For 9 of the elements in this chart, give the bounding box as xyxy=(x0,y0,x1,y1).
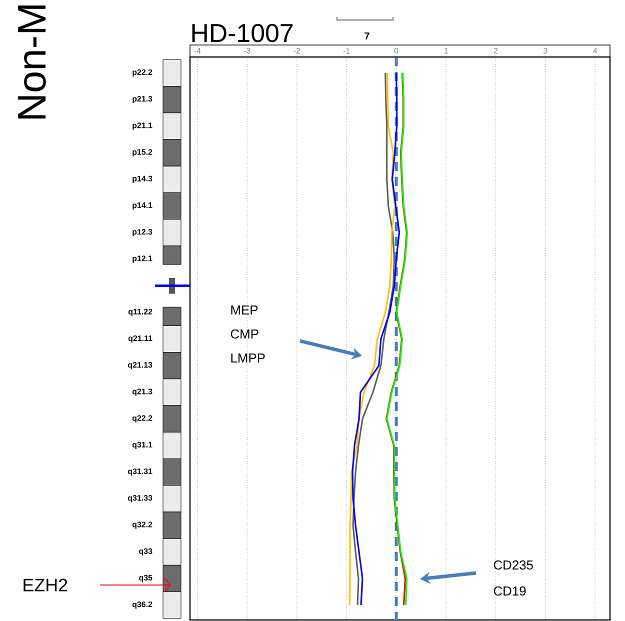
text: EZH2 xyxy=(24,578,68,592)
text: 7 xyxy=(364,32,370,40)
text: Non-M xyxy=(18,5,46,118)
annotation: CD235 xyxy=(494,560,533,570)
annotation: CD19 xyxy=(494,586,526,596)
annotation: CMP xyxy=(230,329,258,338)
chart-title: HD-1007 xyxy=(192,24,293,42)
annotation: LMPP xyxy=(231,353,265,362)
annotation: MEP xyxy=(231,305,258,314)
